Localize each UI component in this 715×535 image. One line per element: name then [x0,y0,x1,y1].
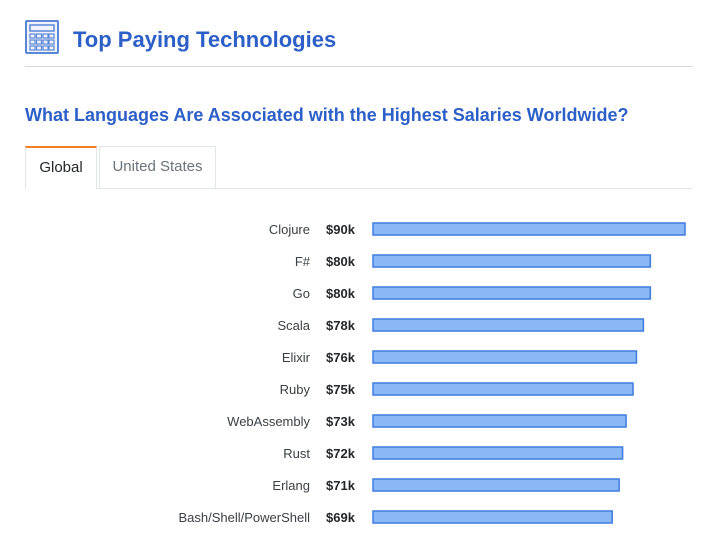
salary-bar [372,414,627,428]
salary-bar [372,254,652,268]
category-label: Rust [283,446,310,461]
value-label: $69k [326,510,356,525]
salary-bar [372,222,686,236]
page-title: Top Paying Technologies [73,27,337,52]
chart-subtitle: What Languages Are Associated with the H… [25,105,629,125]
region-tabs: Global United States [25,146,693,189]
category-label: Scala [277,318,310,333]
category-label: WebAssembly [227,414,310,429]
category-label: Go [293,286,310,301]
salary-bar [372,350,638,364]
salary-bar [372,382,634,396]
salary-bar [372,510,613,524]
value-label: $80k [326,286,356,301]
tab-united-states[interactable]: United States [99,146,216,188]
value-label: $73k [326,414,356,429]
value-label: $78k [326,318,356,333]
value-label: $90k [326,222,356,237]
tab-global[interactable]: Global [25,146,97,189]
salary-bar-chart: Clojure $90k F# $80k Go $80k Scala $78k Elixir $7… [178,222,686,525]
value-label: $71k [326,478,356,493]
category-label: Erlang [272,478,310,493]
value-label: $80k [326,254,356,269]
salary-bar [372,318,645,332]
calculator-icon [25,20,59,54]
category-label: Ruby [280,382,311,397]
category-label: F# [295,254,311,269]
salary-bar [372,446,624,460]
salary-bar [372,286,652,300]
category-label: Clojure [269,222,310,237]
value-label: $76k [326,350,356,365]
value-label: $72k [326,446,356,461]
category-label: Bash/Shell/PowerShell [178,510,310,525]
category-label: Elixir [282,350,311,365]
value-label: $75k [326,382,356,397]
salary-bar [372,478,620,492]
page-header: Top Paying Technologies [25,18,693,67]
